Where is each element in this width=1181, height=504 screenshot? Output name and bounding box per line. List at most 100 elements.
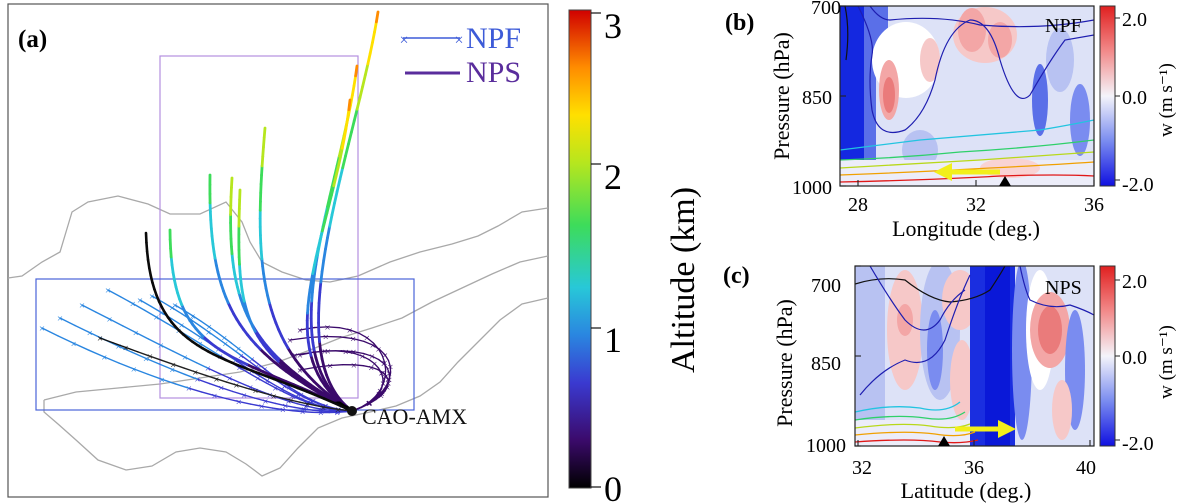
trajectory-npf-marker: × <box>247 382 253 394</box>
trajectory-npf-segment <box>263 392 275 397</box>
trajectory-npf-marker: × <box>335 404 341 416</box>
trajectory-nps-segment <box>332 175 338 188</box>
trajectory-npf-segment <box>322 406 332 409</box>
trajectory-npf-segment <box>312 399 321 405</box>
trajectory-nps-segment <box>358 84 365 100</box>
trajectory-npf-loop-segment <box>384 386 389 392</box>
trajectory-npf-segment <box>131 351 147 360</box>
panel-b-cbar-tick-2: 2.0 <box>1122 9 1147 31</box>
trajectory-npf-marker: × <box>153 312 159 324</box>
panel-c-cbar-tick-2: 2.0 <box>1122 271 1147 293</box>
trajectory-npf-loop-segment <box>382 376 386 385</box>
trajectory-npf-loop-segment <box>386 367 390 374</box>
trajectory-npf-marker: × <box>226 373 232 385</box>
trajectory-npf-loop-marker: × <box>297 365 303 377</box>
trajectory-npf-segment <box>145 357 160 365</box>
trajectory-npf-marker: × <box>335 404 341 416</box>
trajectory-npf-segment <box>180 324 192 332</box>
trajectory-npf-segment <box>284 404 296 409</box>
trajectory-npf-segment <box>254 397 267 402</box>
trajectory-npf-segment <box>57 335 75 344</box>
trajectory-npf-marker: × <box>236 363 242 375</box>
trajectory-npf-loop-marker: × <box>366 398 372 410</box>
panel-c-contours <box>855 266 1094 446</box>
trajectory-nps-segment <box>318 340 322 352</box>
trajectory-npf-segment <box>196 378 211 385</box>
trajectory-nps-segment <box>347 131 353 146</box>
trajectory-npf-segment <box>119 296 134 305</box>
trajectory-npf-segment <box>329 407 339 410</box>
panel-c-xtick-40: 40 <box>1076 457 1096 479</box>
trajectory-npf-segment <box>239 382 251 388</box>
trajectory-npf-segment <box>251 358 259 365</box>
panel-b-ylabel: Pressure (hPa) <box>769 32 794 160</box>
trajectory-nps-segment <box>338 146 344 160</box>
trajectory-npf-marker: × <box>105 285 111 297</box>
trajectory-npf-loop-segment <box>375 391 383 399</box>
trajectory-nps-segment <box>333 189 339 205</box>
legend: × × NPF NPS <box>399 22 521 89</box>
trajectory-npf-marker: × <box>222 339 228 351</box>
trajectory-npf-loop-marker: × <box>350 334 356 346</box>
panel-a: ××××××××××××××××××××××××××××××××××××××××… <box>7 3 702 504</box>
trajectory-npf-segment <box>306 396 314 402</box>
altitude-tick-0: 0 <box>604 469 622 504</box>
trajectory-npf-marker: × <box>285 396 291 408</box>
trajectory-npf-segment <box>294 406 305 410</box>
trajectory-npf-loop-segment <box>326 326 340 329</box>
panel-c-ytick-850: 850 <box>811 353 841 375</box>
trajectory-npf-segment <box>143 309 157 318</box>
trajectory-npf-marker: × <box>186 383 192 395</box>
trajectory-npf-segment <box>225 381 238 386</box>
trajectory-npf-segment <box>208 382 222 389</box>
trajectory-npf-loop-segment <box>381 387 387 395</box>
trajectory-npf-marker: × <box>233 380 239 392</box>
trajectory-npf-segment <box>72 342 90 352</box>
trajectory-npf-loop-marker: × <box>368 362 374 374</box>
trajectory-npf-loop-marker: × <box>364 333 370 345</box>
trajectory-npf-segment <box>216 337 226 345</box>
altitude-colorbar: 3 2 1 0 Altitude (km) <box>568 6 702 504</box>
trajectory-npf-segment <box>281 388 290 394</box>
trajectory-npf-marker: × <box>272 383 278 395</box>
panel-b-xtick-36: 36 <box>1084 194 1104 216</box>
panel-c-cbar-label: w (m s⁻¹) <box>1156 325 1177 399</box>
trajectory-npf-marker: × <box>262 396 268 408</box>
trajectory-npf-segment <box>290 399 300 403</box>
trajectory-npf-loop-segment <box>371 355 380 361</box>
trajectory-nps-segment <box>373 20 378 34</box>
trajectory-npf-segment <box>171 368 186 376</box>
coastline-turkey <box>8 195 548 283</box>
trajectory-nps-segment <box>366 51 372 66</box>
trajectory-npf-segment <box>99 337 114 344</box>
trajectory-npf-loop-segment <box>375 394 382 401</box>
trajectory-npf-loop-marker: × <box>371 359 377 371</box>
trajectory-nps-segment <box>344 142 350 158</box>
trajectory-npf-segment <box>273 384 283 390</box>
trajectory-npf-loop-segment <box>368 358 376 365</box>
trajectory-npf-segment <box>149 355 163 362</box>
trajectory-npf-marker: × <box>321 402 327 414</box>
trajectory-npf-segment <box>226 398 240 403</box>
trajectory-npf-marker: × <box>288 395 294 407</box>
trajectory-nps-segment <box>342 127 348 141</box>
trajectory-npf-marker: × <box>335 405 341 417</box>
trajectory-npf-marker: × <box>236 397 242 409</box>
trajectory-nps-segment <box>322 247 327 262</box>
trajectory-npf-segment <box>238 400 252 405</box>
panel-c-xtick-36: 36 <box>964 457 984 479</box>
trajectory-nps-segment <box>310 281 315 294</box>
trajectory-npf-segment <box>306 403 316 407</box>
trajectory-npf-loop-segment <box>349 329 360 334</box>
trajectory-npf-marker: × <box>192 367 198 379</box>
trajectory-npf-segment <box>199 342 211 351</box>
panel-c-cbar-tick-neg2: -2.0 <box>1122 433 1154 455</box>
trajectory-npf-segment <box>205 374 218 380</box>
trajectory-nps-segment <box>265 374 276 381</box>
trajectory-npf-segment <box>188 387 203 393</box>
trajectory-npf-segment <box>95 311 111 320</box>
trajectory-nps-segment <box>328 213 334 228</box>
trajectory-npf-segment <box>318 402 327 407</box>
trajectory-npf-loop-marker: × <box>387 362 393 374</box>
panel-c: 700 850 1000 32 36 40 Latitude (deg.) Pr… <box>723 263 1177 503</box>
